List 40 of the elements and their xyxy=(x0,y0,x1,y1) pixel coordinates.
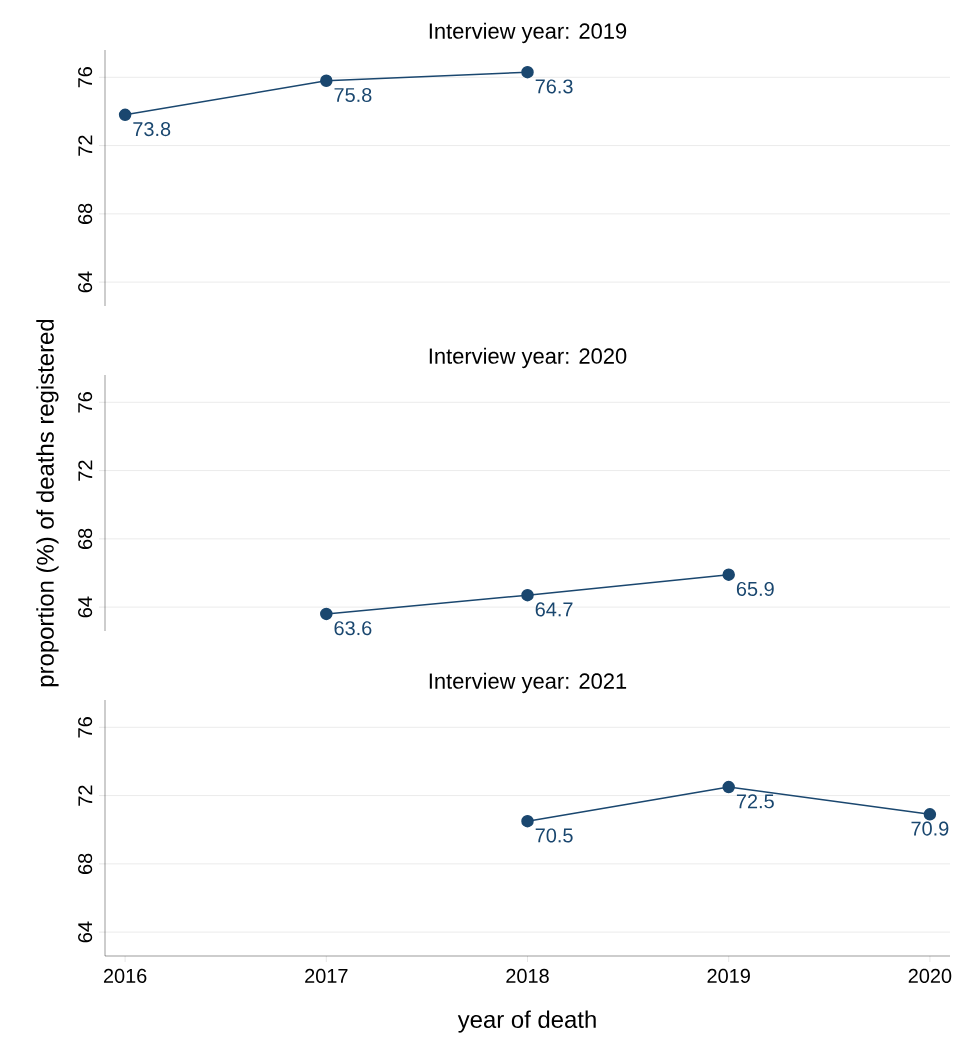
y-axis-title: proportion (%) of deaths registered xyxy=(36,319,59,687)
x-tick-label: 2016 xyxy=(103,968,147,983)
chart-title: Interview year: 2020 xyxy=(429,347,627,369)
y-tick-label: 64 xyxy=(78,596,93,618)
point xyxy=(521,814,534,828)
x-axis-title: year of death xyxy=(457,1010,596,1033)
data-label: 76.3 xyxy=(535,79,573,94)
y-tick-label: 76 xyxy=(78,67,93,88)
data-label: 65.9 xyxy=(736,581,774,596)
x-tick-label: 2019 xyxy=(707,968,750,983)
point xyxy=(923,808,937,821)
y-tick-label: 72 xyxy=(78,460,93,481)
y-tick-label: 64 xyxy=(78,271,93,293)
x-tick-label: 2018 xyxy=(506,968,549,983)
y-tick-label: 68 xyxy=(78,853,93,874)
point xyxy=(521,65,534,79)
point xyxy=(320,74,333,87)
data-label: 70.5 xyxy=(535,828,573,843)
y-tick-label: 72 xyxy=(78,785,93,806)
point xyxy=(722,780,735,794)
y-tick-label: 64 xyxy=(78,921,93,943)
x-tick-label: 2020 xyxy=(908,968,952,983)
y-tick-label: 72 xyxy=(78,135,93,156)
data-label: 70.9 xyxy=(911,821,949,836)
point xyxy=(118,108,132,122)
y-tick-label: 68 xyxy=(78,528,93,549)
x-tick-label: 2017 xyxy=(305,968,348,983)
chart-title: Interview year: 2019 xyxy=(429,22,627,44)
chart-title: Interview year: 2021 xyxy=(429,672,627,694)
data-label: 72.5 xyxy=(736,794,774,809)
point xyxy=(722,568,735,581)
data-label: 63.6 xyxy=(334,621,372,636)
data-label: 75.8 xyxy=(334,87,372,103)
y-tick-label: 76 xyxy=(78,717,93,738)
data-label: 73.8 xyxy=(133,122,171,137)
data-label: 64.7 xyxy=(535,602,573,617)
point xyxy=(320,607,333,621)
y-tick-label: 68 xyxy=(78,203,93,224)
y-tick-label: 76 xyxy=(78,392,93,413)
point xyxy=(521,588,534,602)
